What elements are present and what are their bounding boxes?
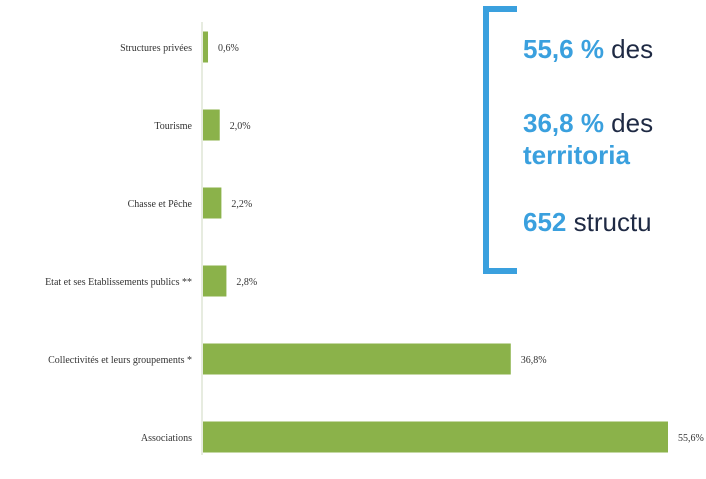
callout-bracket xyxy=(483,6,517,274)
callout-text-structures: structu xyxy=(566,207,652,237)
bar xyxy=(203,31,209,63)
stats-callout: 55,6 % des 36,8 % des territoria 652 str… xyxy=(483,6,706,274)
callout-percent-associations: 55,6 % xyxy=(523,34,604,64)
callout-line-territoria: territoria xyxy=(523,140,630,170)
category-label: Collectivités et leurs groupements * xyxy=(48,355,192,366)
category-label: Chasse et Pêche xyxy=(128,199,193,210)
callout-percent-collectivites: 36,8 % xyxy=(523,108,604,138)
callout-text-collectivites: des xyxy=(603,108,654,138)
callout-line-structures: 652 structu xyxy=(523,207,652,237)
callout-line-collectivites: 36,8 % des xyxy=(523,108,653,138)
value-label: 0,6% xyxy=(218,43,239,54)
value-label: 2,0% xyxy=(230,121,251,132)
value-label: 55,6% xyxy=(678,433,704,444)
value-label: 2,8% xyxy=(236,277,257,288)
category-label: Etat et ses Etablissements publics ** xyxy=(45,277,192,288)
bar xyxy=(203,109,220,141)
value-label: 36,8% xyxy=(521,355,547,366)
bar xyxy=(203,265,227,297)
value-label: 2,2% xyxy=(231,199,252,210)
bar xyxy=(203,343,511,375)
bar xyxy=(203,187,222,219)
callout-count-structures: 652 xyxy=(523,207,567,237)
bar xyxy=(203,421,668,453)
category-label: Tourisme xyxy=(154,121,192,132)
callout-line-associations: 55,6 % des xyxy=(523,34,653,64)
category-label: Structures privées xyxy=(120,43,192,54)
callout-text-territoria: territoria xyxy=(523,140,630,170)
callout-text-associations: des xyxy=(603,34,654,64)
category-label: Associations xyxy=(141,433,192,444)
